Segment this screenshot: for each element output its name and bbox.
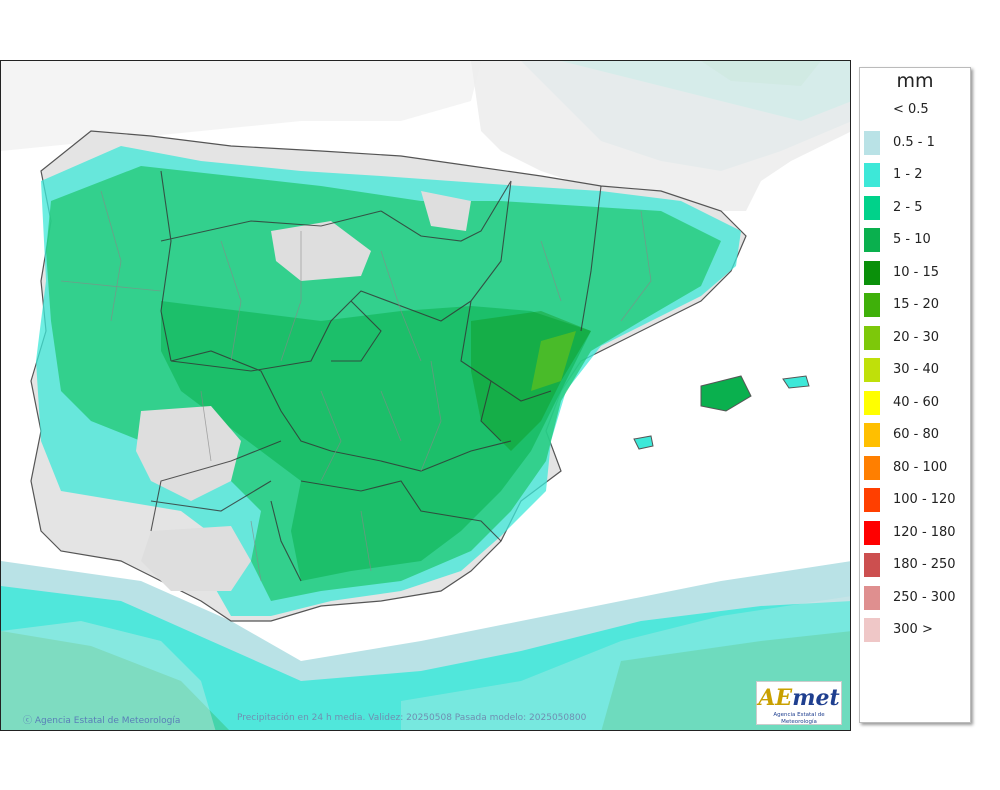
legend-label: 100 - 120 (893, 492, 956, 507)
legend-item: 15 - 20 (864, 291, 968, 317)
legend-swatch (864, 488, 880, 512)
legend-swatch (864, 553, 880, 577)
legend-label: 30 - 40 (893, 362, 940, 377)
legend-swatch (864, 325, 880, 350)
atlantic-north (1, 61, 481, 151)
field-peak (531, 331, 576, 391)
legend-item: 0.5 - 1 (864, 129, 968, 155)
legend-label: 15 - 20 (893, 297, 940, 312)
map-footer: Precipitación en 24 h media. Validez: 20… (237, 713, 587, 723)
legend-swatch (864, 358, 880, 382)
legend-item: 10 - 15 (864, 259, 968, 285)
menorca (782, 375, 810, 389)
legend-swatch (864, 228, 880, 252)
legend-swatch (864, 293, 880, 317)
legend-item: 60 - 80 (864, 421, 968, 447)
legend-item: 20 - 30 (864, 324, 968, 350)
africa-east (401, 596, 850, 730)
legend-label: 5 - 10 (893, 232, 931, 247)
legend-label: 20 - 30 (893, 329, 940, 345)
legend-item: 300 > (864, 616, 968, 642)
legend-item: 120 - 180 (864, 519, 968, 545)
logo-brand: AEmet (757, 684, 841, 712)
precipitation-map: ⓒ Agencia Estatal de Meteorología Precip… (0, 60, 851, 731)
legend-swatch (864, 260, 880, 285)
legend-swatch (864, 163, 880, 187)
legend-swatch (864, 423, 880, 447)
mallorca (700, 375, 752, 412)
dry-zone-north (271, 221, 371, 281)
aemet-logo: AEmet Agencia Estatal de Meteorología (756, 681, 842, 725)
ibiza (633, 435, 654, 450)
logo-subtitle: Agencia Estatal de Meteorología (773, 712, 825, 725)
field-darkgreen (161, 301, 591, 581)
legend-swatch (864, 390, 880, 415)
legend-item: 80 - 100 (864, 454, 968, 480)
legend-label: 60 - 80 (893, 427, 940, 442)
legend-label: 250 - 300 (893, 589, 956, 605)
sea-band-green-west (1, 631, 230, 730)
dry-zone-south (141, 526, 251, 591)
legend-item: 250 - 300 (864, 584, 968, 610)
legend-label: 120 - 180 (893, 524, 956, 540)
legend-item: 1 - 2 (864, 161, 968, 187)
legend-item: 30 - 40 (864, 356, 968, 382)
region-borders (150, 170, 602, 582)
dry-zone-basque (421, 191, 471, 231)
agency-credit: ⓒ Agencia Estatal de Meteorología (23, 716, 181, 726)
map-canvas (1, 61, 850, 730)
logo-brand-suffix: met (792, 685, 840, 711)
legend-unit: mm (896, 70, 934, 92)
legend-swatch (864, 585, 880, 610)
legend-label: 2 - 5 (893, 199, 923, 215)
legend-swatch (864, 130, 880, 155)
legend-item: < 0.5 (864, 96, 968, 122)
legend-item: 40 - 60 (864, 389, 968, 415)
legend-item: 180 - 250 (864, 551, 968, 577)
legend-label: < 0.5 (893, 102, 929, 117)
france-land (471, 61, 850, 211)
legend-item: 2 - 5 (864, 194, 968, 220)
legend-swatch (864, 195, 880, 220)
legend-swatch (864, 455, 880, 480)
africa-west (1, 621, 216, 730)
legend-label: 0.5 - 1 (893, 134, 935, 150)
dry-zone-west (136, 406, 241, 501)
legend-label: 300 > (893, 622, 933, 637)
precipitation-legend: mm < 0.5 0.5 - 1 1 - 2 2 - 5 5 - 10 10 - 15 15… (859, 67, 971, 723)
legend-item: 100 - 120 (864, 486, 968, 512)
legend-swatch (864, 520, 880, 545)
legend-label: 1 - 2 (893, 167, 923, 182)
logo-brand-prefix: AE (758, 685, 793, 711)
legend-label: 40 - 60 (893, 394, 940, 410)
legend-item: 5 - 10 (864, 226, 968, 252)
agency-credit-text: Agencia Estatal de Meteorología (34, 716, 181, 726)
legend-label: 10 - 15 (893, 264, 940, 280)
province-borders (60, 190, 652, 582)
legend-label: 180 - 250 (893, 557, 956, 572)
legend-label: 80 - 100 (893, 459, 948, 475)
legend-swatch (864, 618, 880, 642)
